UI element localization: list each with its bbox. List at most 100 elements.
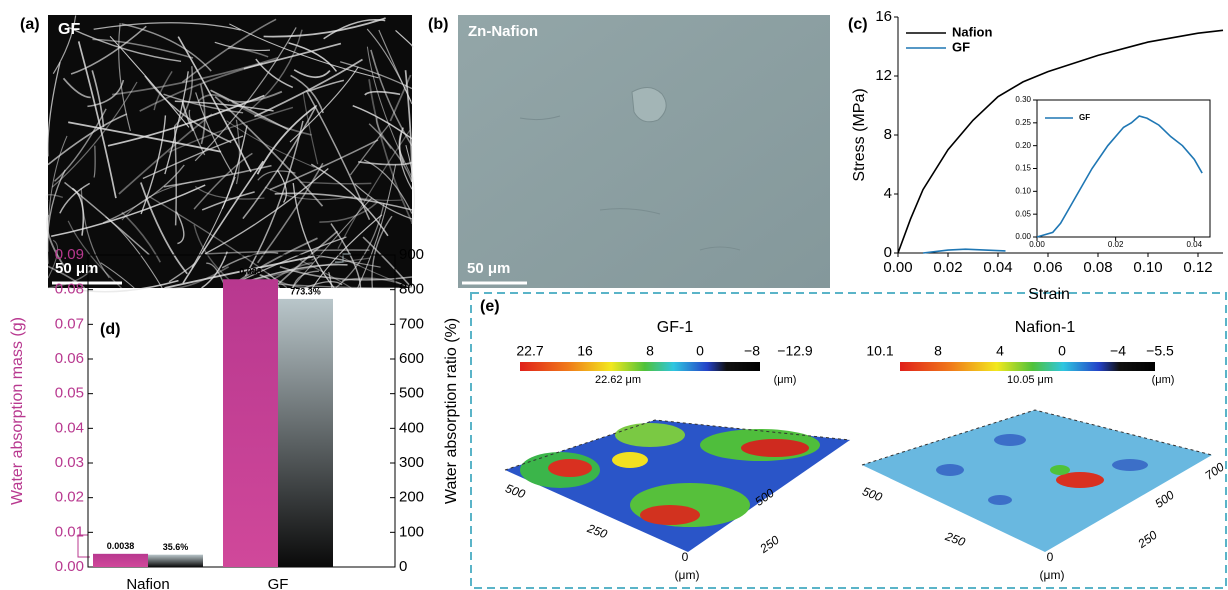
fiber xyxy=(375,116,392,150)
fiber xyxy=(46,169,66,264)
y-tick-label: 0.15 xyxy=(1015,164,1031,173)
x-tick-label: 0.02 xyxy=(933,259,962,276)
fiber xyxy=(201,251,228,289)
fiber xyxy=(121,23,212,72)
bar xyxy=(148,554,203,567)
fiber xyxy=(52,15,77,74)
colorbar-label: −5.5 xyxy=(1146,343,1174,359)
surface-blobs xyxy=(936,434,1148,505)
surface-blobs xyxy=(520,423,820,527)
fiber xyxy=(357,164,397,289)
fiber xyxy=(404,70,413,182)
fiber xyxy=(142,135,244,180)
x-axis-label: Strain xyxy=(1028,286,1070,303)
axis-label: 250 xyxy=(1134,528,1160,552)
fiber xyxy=(195,92,234,175)
colorbar-label: −8 xyxy=(744,343,760,359)
fiber xyxy=(67,26,182,63)
y-tick-label: 0.10 xyxy=(1015,186,1031,195)
x-tick-label: 0.06 xyxy=(1033,259,1062,276)
x-tick-label: 0.00 xyxy=(1029,240,1045,249)
panel-label: (a) xyxy=(20,16,40,33)
map-title: Nafion-1 xyxy=(1015,319,1076,336)
fiber xyxy=(305,90,371,221)
fiber xyxy=(227,47,269,58)
fiber xyxy=(293,69,331,79)
fiber xyxy=(62,77,91,99)
fiber xyxy=(368,79,413,223)
unit-label: (μm) xyxy=(1152,374,1175,386)
image-title: Zn-Nafion xyxy=(468,23,538,40)
colorbar-label: 16 xyxy=(577,343,593,359)
fiber xyxy=(191,176,236,268)
fiber xyxy=(45,194,64,202)
fiber xyxy=(194,186,265,200)
y-tick-label: 0.09 xyxy=(55,246,84,263)
fiber xyxy=(244,120,304,277)
fiber xyxy=(93,22,241,31)
colorbar-label: 8 xyxy=(646,343,654,359)
fiber xyxy=(177,36,252,173)
fiber xyxy=(370,49,413,147)
y2-tick-label: 800 xyxy=(399,281,424,298)
fiber xyxy=(311,214,383,289)
fiber xyxy=(291,197,373,289)
colorbar-label: −12.9 xyxy=(777,343,813,359)
axis-label: 500 xyxy=(503,481,527,501)
colorbar-label: −4 xyxy=(1110,343,1126,359)
y-tick-label: 0.20 xyxy=(1015,141,1031,150)
axis-label: 0 xyxy=(682,550,689,564)
fiber xyxy=(358,160,413,166)
fiber xyxy=(363,159,413,214)
fiber xyxy=(299,259,352,289)
bar-value-label: 0.0038 xyxy=(107,541,135,551)
legend-label: Nafion xyxy=(952,24,993,39)
y2-tick-label: 600 xyxy=(399,350,424,367)
fiber xyxy=(289,66,359,143)
bar-value-label: 773.3% xyxy=(290,286,321,296)
bar xyxy=(278,298,333,567)
y-tick-label: 0.05 xyxy=(55,385,84,402)
fiber xyxy=(256,105,317,175)
fiber xyxy=(274,192,413,211)
fiber xyxy=(371,215,393,289)
fiber xyxy=(194,27,297,162)
fiber xyxy=(290,74,324,114)
fiber xyxy=(263,17,386,38)
colorbar-label: 22.7 xyxy=(516,343,543,359)
x-tick-label: Nafion xyxy=(126,576,169,590)
x-tick-label: 0.04 xyxy=(1186,240,1202,249)
fiber xyxy=(255,58,294,89)
fiber xyxy=(164,255,314,289)
axis-label: 250 xyxy=(943,529,968,549)
fiber xyxy=(349,122,391,176)
fiber xyxy=(249,29,303,111)
y-tick-label: 0.00 xyxy=(1015,232,1031,241)
fiber xyxy=(197,94,230,102)
y-axis-label: Stress (MPa) xyxy=(851,88,868,181)
data-line xyxy=(1036,115,1203,238)
y-tick-label: 8 xyxy=(884,126,892,143)
y-tick-label: 0.08 xyxy=(55,281,84,298)
surface-map-nafion xyxy=(862,410,1212,552)
axis-label: (μm) xyxy=(675,568,700,582)
data-line xyxy=(897,29,1224,254)
axis-arrow xyxy=(335,253,351,263)
fiber xyxy=(362,236,413,289)
fiber xyxy=(257,162,324,264)
fiber xyxy=(389,74,412,122)
fiber xyxy=(102,164,185,224)
surface-feature xyxy=(631,87,667,123)
map-title: GF-1 xyxy=(657,319,694,336)
surface-marks xyxy=(519,115,741,251)
fiber xyxy=(182,160,264,284)
y2-tick-label: 500 xyxy=(399,385,424,402)
fiber xyxy=(47,265,95,289)
fiber xyxy=(398,133,413,190)
fiber xyxy=(323,19,386,40)
fiber xyxy=(164,71,189,175)
fiber xyxy=(231,101,312,136)
fiber xyxy=(353,196,402,201)
fiber xyxy=(68,279,179,293)
axis-label: (μm) xyxy=(1040,568,1065,582)
